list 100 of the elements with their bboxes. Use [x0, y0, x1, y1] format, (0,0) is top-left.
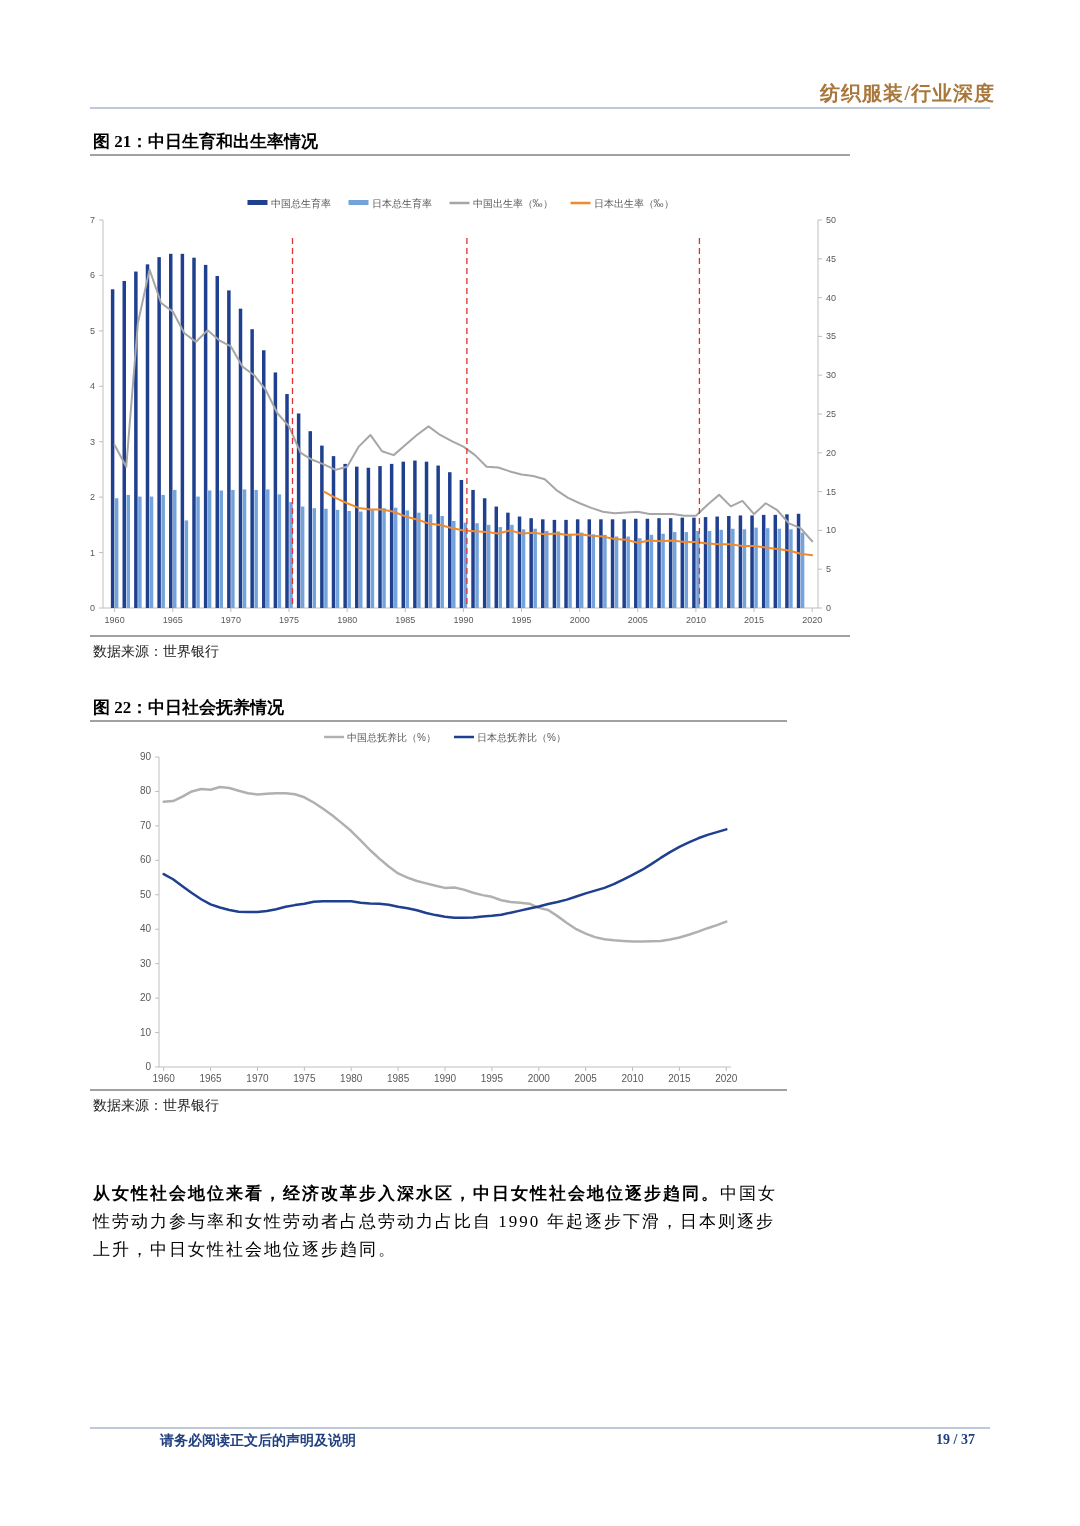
x-tick-label: 2010: [621, 1073, 645, 1084]
y2-tick-label: 35: [826, 331, 837, 342]
bar: [785, 514, 789, 608]
y-tick-label: 1: [89, 547, 95, 558]
x-tick-label: 2020: [802, 615, 823, 625]
bar: [134, 271, 138, 608]
y-tick-label: 6: [89, 270, 95, 281]
chart-title: 图 22：中日社会抚养情况: [93, 698, 286, 717]
bar: [378, 466, 382, 608]
x-tick-label: 1970: [220, 615, 241, 625]
legend-label: 日本总抚养比（%）: [477, 732, 566, 743]
y2-tick-label: 15: [826, 486, 837, 497]
x-tick-label: 2010: [685, 615, 706, 625]
bar: [750, 515, 754, 608]
bar: [564, 519, 568, 608]
bar: [355, 466, 359, 608]
bar: [343, 463, 347, 608]
y-tick-label: 80: [139, 785, 152, 797]
y-tick-label: 50: [139, 888, 152, 900]
y2-tick-label: 50: [826, 215, 837, 225]
bar: [359, 511, 363, 608]
bar: [789, 529, 793, 608]
y-tick-label: 90: [139, 751, 152, 762]
chart-title: 图 21：中日生育和出生率情况: [93, 131, 320, 151]
bar: [475, 523, 479, 608]
x-tick-label: 1985: [386, 1073, 410, 1084]
bar: [227, 290, 231, 608]
x-tick-label: 2015: [668, 1073, 691, 1084]
y-tick-label: 70: [139, 819, 152, 831]
bar: [196, 496, 200, 608]
y-tick-label: 10: [139, 1026, 152, 1038]
bar: [634, 518, 638, 608]
x-tick-label: 2015: [744, 615, 765, 625]
y-tick-label: 60: [139, 854, 152, 866]
bar: [417, 512, 421, 608]
y-tick-label: 20: [139, 992, 152, 1004]
bar: [138, 496, 142, 608]
y-tick-label: 0: [89, 603, 95, 613]
bar: [413, 460, 417, 608]
bar: [173, 489, 177, 608]
x-tick-label: 1995: [511, 615, 532, 625]
x-tick-label: 1985: [395, 615, 416, 625]
y-tick-label: 5: [89, 325, 95, 336]
bar: [568, 533, 572, 608]
bar: [231, 489, 235, 608]
y-tick-label: 2: [89, 492, 95, 503]
bar: [382, 508, 386, 608]
bar: [161, 494, 165, 608]
x-tick-label: 1980: [340, 1073, 363, 1084]
legend-label: 日本总生育率: [371, 198, 432, 209]
bar: [347, 511, 351, 608]
x-tick-label: 2005: [627, 615, 648, 625]
x-tick-label: 1995: [480, 1073, 504, 1084]
bar: [622, 519, 626, 608]
x-tick-label: 1980: [337, 615, 358, 625]
bar: [506, 512, 510, 608]
y2-tick-label: 25: [826, 409, 837, 419]
y-tick-label: 0: [145, 1061, 152, 1072]
source-note: 数据来源：世界银行: [93, 1098, 219, 1113]
bar: [324, 508, 328, 608]
x-tick-label: 2005: [574, 1073, 598, 1084]
bar: [157, 257, 161, 608]
x-tick-label: 1965: [199, 1073, 223, 1084]
legend-label: 中国出生率（‰）: [472, 198, 553, 209]
legend-label: 中国总生育率: [270, 198, 331, 209]
bar: [529, 518, 533, 608]
y2-tick-label: 30: [826, 370, 837, 381]
x-tick-label: 1990: [453, 615, 474, 625]
bar: [320, 445, 324, 608]
bar: [266, 489, 270, 608]
x-tick-label: 2020: [715, 1073, 738, 1084]
x-tick-label: 1970: [246, 1073, 270, 1084]
bar: [541, 519, 545, 608]
bar: [626, 536, 630, 608]
y2-tick-label: 10: [826, 525, 837, 536]
legend-label: 中国总抚养比（%）: [347, 732, 436, 743]
text: 从女性社会地位来看，经济改革步入深水区，中日女性社会地位逐步趋同。: [93, 1184, 720, 1203]
x-tick-label: 2000: [569, 615, 590, 625]
x-tick-label: 1965: [162, 615, 183, 625]
y-tick-label: 4: [89, 381, 95, 392]
bar: [545, 530, 549, 608]
bar: [436, 465, 440, 608]
bar: [285, 394, 289, 608]
bar: [254, 489, 258, 608]
x-tick-label: 2000: [527, 1073, 551, 1084]
bar: [250, 329, 254, 608]
bar: [661, 533, 665, 608]
bar: [727, 515, 731, 608]
y-tick-label: 40: [139, 923, 152, 935]
bar: [452, 520, 456, 608]
y-tick-label: 30: [139, 957, 152, 969]
y2-tick-label: 40: [826, 292, 837, 303]
source-note: 数据来源：世界银行: [93, 644, 219, 659]
x-tick-label: 1960: [152, 1073, 176, 1084]
text: 19 / 37: [936, 1432, 975, 1448]
text: 纺织服装/行业深度: [820, 81, 995, 106]
bar: [471, 489, 475, 608]
bar: [657, 518, 661, 608]
bar: [448, 472, 452, 608]
x-tick-label: 1975: [293, 1073, 316, 1084]
